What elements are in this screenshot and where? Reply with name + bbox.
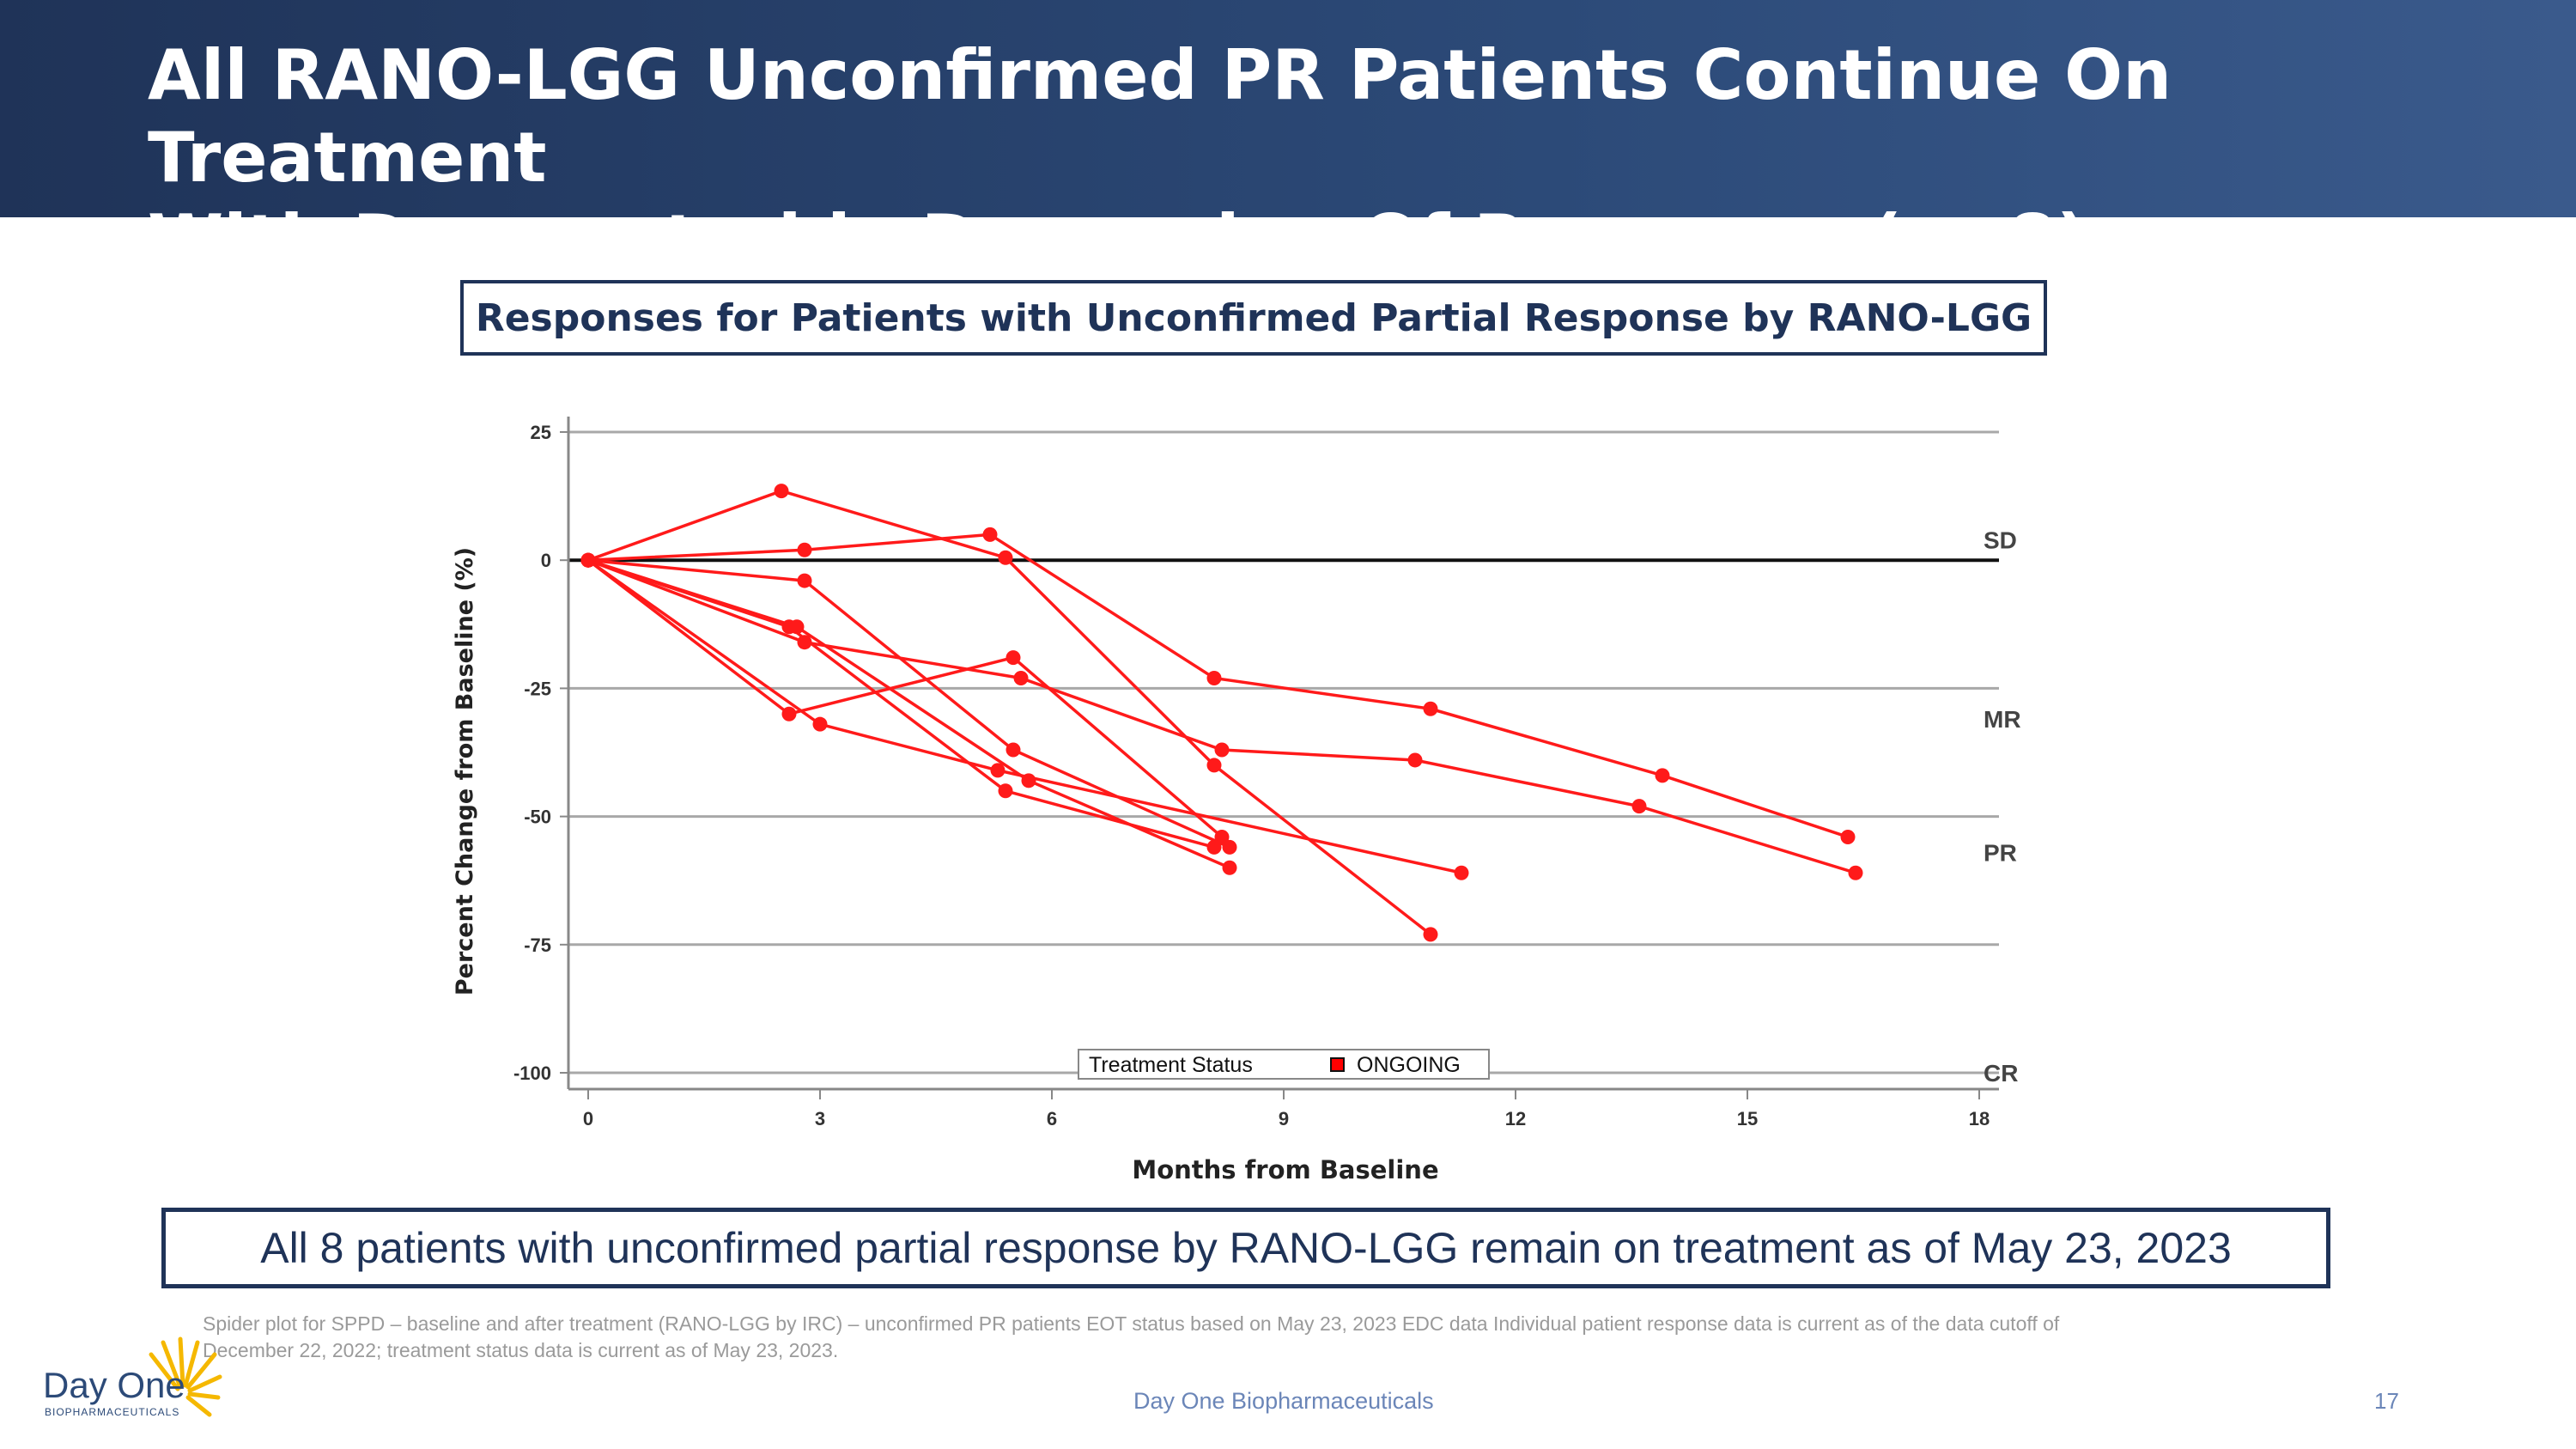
footnote-line-2: December 22, 2022; treatment status data… — [203, 1339, 839, 1361]
data-point — [1848, 865, 1863, 880]
logo-subtext: BIOPHARMACEUTICALS — [45, 1406, 180, 1418]
data-point — [1655, 768, 1670, 783]
title-line-1: All RANO-LGG Unconfirmed PR Patients Con… — [148, 35, 2172, 198]
data-point — [998, 783, 1013, 799]
data-point — [1631, 799, 1647, 814]
series-line-3 — [587, 558, 1230, 849]
legend-box — [1078, 1049, 1490, 1080]
data-point — [580, 552, 596, 568]
data-point — [990, 763, 1005, 778]
data-point — [1013, 670, 1029, 685]
legend-title: Treatment Status — [1089, 1053, 1253, 1077]
data-point — [1206, 839, 1222, 855]
data-point — [774, 484, 789, 499]
data-point — [1407, 752, 1423, 768]
chart-title: Responses for Patients with Unconfirmed … — [475, 295, 2032, 340]
data-point — [797, 573, 812, 588]
series-line-8 — [587, 558, 1230, 869]
series-line-2 — [587, 533, 1849, 839]
callout-text: All 8 patients with unconfirmed partial … — [260, 1224, 2232, 1272]
data-point — [781, 706, 797, 721]
y-axis-label: Percent Change from Baseline (%) — [452, 547, 478, 995]
day-one-logo: Day One BIOPHARMACEUTICALS — [43, 1336, 223, 1422]
data-point — [812, 716, 828, 732]
title-banner: All RANO-LGG Unconfirmed PR Patients Con… — [0, 0, 2576, 280]
data-point — [1454, 865, 1469, 880]
data-point — [1423, 701, 1438, 716]
y-tick-label: 0 — [541, 550, 551, 571]
data-point — [1222, 860, 1237, 875]
response-band-label-cr: CR — [1984, 1060, 2018, 1087]
x-tick-label: 15 — [1737, 1108, 1758, 1129]
y-tick-label: 25 — [531, 422, 551, 443]
data-point — [1206, 670, 1222, 685]
footnote: Spider plot for SPPD – baseline and afte… — [203, 1311, 2263, 1364]
x-tick-label: 6 — [1047, 1108, 1057, 1129]
sun-icon — [149, 1336, 222, 1417]
callout-box: All 8 patients with unconfirmed partial … — [161, 1208, 2330, 1288]
x-tick-label: 9 — [1279, 1108, 1289, 1129]
slide-title: All RANO-LGG Unconfirmed PR Patients Con… — [148, 34, 2576, 282]
series-line-7 — [587, 558, 1215, 849]
x-axis-label: Months from Baseline — [1132, 1155, 1438, 1184]
data-point — [1222, 839, 1237, 855]
data-point — [1021, 773, 1036, 788]
x-tick-label: 0 — [583, 1108, 593, 1129]
data-point — [797, 542, 812, 557]
x-tick-label: 12 — [1505, 1108, 1526, 1129]
response-band-label-mr: MR — [1984, 706, 2021, 733]
data-point — [1206, 758, 1222, 773]
data-point — [1840, 829, 1856, 844]
data-point — [1423, 927, 1438, 942]
data-point — [789, 619, 805, 635]
series-line-5 — [586, 558, 1224, 838]
footer-company: Day One Biopharmaceuticals — [1133, 1388, 1434, 1414]
data-point — [797, 635, 812, 650]
data-point — [1005, 742, 1021, 758]
response-band-label-pr: PR — [1984, 839, 2017, 866]
legend-entry: ONGOING — [1357, 1053, 1461, 1077]
series-line-6 — [586, 558, 1462, 874]
response-band-label-sd: SD — [1984, 527, 2017, 553]
series-line-4 — [587, 558, 1856, 874]
data-point — [1214, 742, 1230, 758]
data-point — [1005, 650, 1021, 666]
x-tick-label: 18 — [1969, 1108, 1990, 1129]
legend-marker — [1330, 1057, 1345, 1072]
data-point — [982, 527, 998, 542]
data-point — [998, 550, 1013, 565]
data-point — [1214, 829, 1230, 844]
page-number: 17 — [2374, 1388, 2399, 1414]
y-tick-label: -100 — [513, 1062, 551, 1084]
footnote-line-1: Spider plot for SPPD – baseline and afte… — [203, 1312, 2060, 1335]
y-tick-label: -75 — [524, 935, 551, 956]
y-tick-label: -50 — [524, 807, 551, 828]
y-tick-label: -25 — [524, 678, 551, 699]
x-tick-label: 3 — [815, 1108, 825, 1129]
logo-text: Day One — [43, 1365, 185, 1405]
chart-title-box: Responses for Patients with Unconfirmed … — [460, 280, 2047, 356]
title-line-2: With Demonstrable Deepening Of Response … — [148, 200, 2088, 280]
